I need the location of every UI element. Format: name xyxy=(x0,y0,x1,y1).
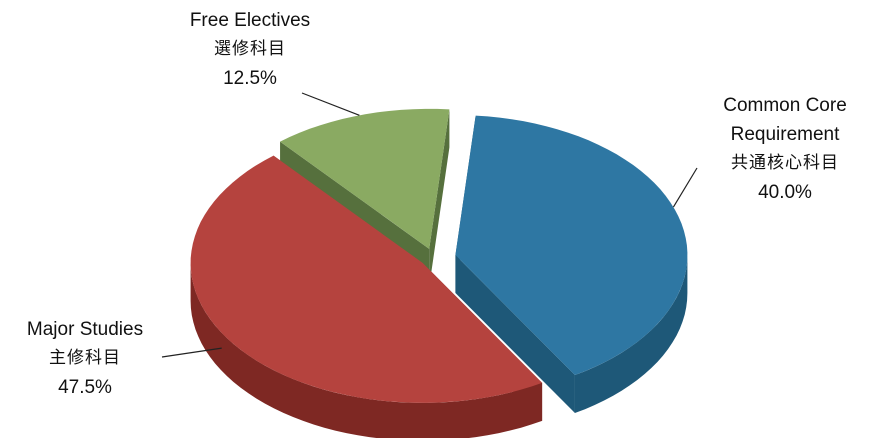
label-major-studies-name-zh: 主修科目 xyxy=(49,348,121,368)
slice-common-core-requirement xyxy=(455,115,688,375)
label-common-core-name-line1: Common Core xyxy=(723,95,847,116)
label-free-electives: Free Electives 選修科目 12.5% xyxy=(150,6,350,93)
label-major-studies-value: 47.5% xyxy=(58,377,112,398)
slice-free-electives xyxy=(280,108,450,249)
label-major-studies: Major Studies 主修科目 47.5% xyxy=(0,315,170,402)
slice-outer-wall-major-studies-0 xyxy=(190,262,543,438)
label-free-electives-name-zh: 選修科目 xyxy=(214,39,286,59)
label-common-core-name-line2: Requirement xyxy=(730,124,840,145)
label-free-electives-name: Free Electives xyxy=(189,10,311,31)
label-common-core-value: 40.0% xyxy=(758,182,812,203)
leader-line-common-core-requirement xyxy=(672,167,698,208)
label-major-studies-name: Major Studies xyxy=(26,319,144,340)
slice-radial-wall-free-electives-1 xyxy=(429,109,450,287)
slice-outer-wall-common-core-requirement-0 xyxy=(574,255,688,413)
label-common-core: Common Core Requirement 共通核心科目 40.0% xyxy=(690,91,880,207)
leader-line-major-studies xyxy=(161,347,222,358)
slice-radial-wall-common-core-requirement-1 xyxy=(455,255,575,414)
leader-line-free-electives xyxy=(301,92,360,116)
label-common-core-name-zh: 共通核心科目 xyxy=(731,153,839,173)
slice-major-studies xyxy=(190,155,543,403)
label-free-electives-value: 12.5% xyxy=(223,68,277,89)
